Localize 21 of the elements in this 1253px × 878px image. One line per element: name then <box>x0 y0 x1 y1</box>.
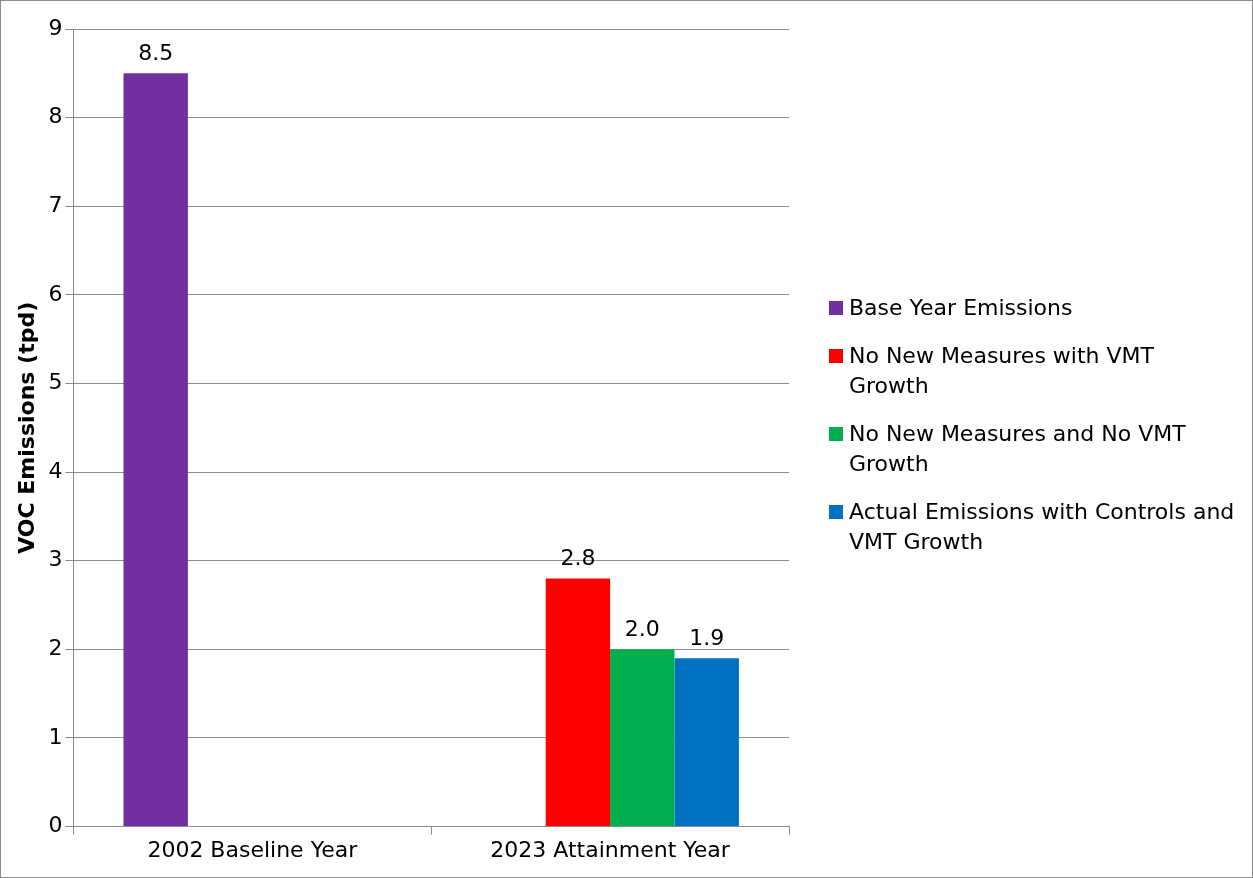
x-tick-label: 2023 Attainment Year <box>490 836 731 862</box>
y-tick-label: 7 <box>48 191 63 217</box>
y-tick-label: 5 <box>48 369 63 395</box>
y-tick-label: 3 <box>48 546 63 572</box>
y-tick-label: 4 <box>48 457 63 483</box>
y-tick-label: 1 <box>48 723 63 749</box>
y-tick-label: 8 <box>48 103 63 129</box>
data-label: 1.9 <box>689 624 725 650</box>
legend-label: Base Year Emissions <box>849 294 1073 322</box>
legend-label: No New Measures with VMT Growth <box>849 342 1155 400</box>
legend-label: No New Measures and No VMT Growth <box>849 420 1187 478</box>
x-tick-label: 2002 Baseline Year <box>147 836 359 862</box>
data-label: 2.0 <box>624 616 660 642</box>
data-label: 8.5 <box>138 40 174 66</box>
y-tick-label: 6 <box>48 280 63 306</box>
y-tick-label: 2 <box>48 635 63 661</box>
y-tick-label: 9 <box>48 14 63 40</box>
data-label: 2.8 <box>560 545 596 571</box>
y-axis-title: VOC Emissions (tpd) <box>13 301 39 554</box>
legend-label: Actual Emissions with Controls and VMT Growth <box>849 498 1236 556</box>
y-tick-label: 0 <box>48 812 63 838</box>
